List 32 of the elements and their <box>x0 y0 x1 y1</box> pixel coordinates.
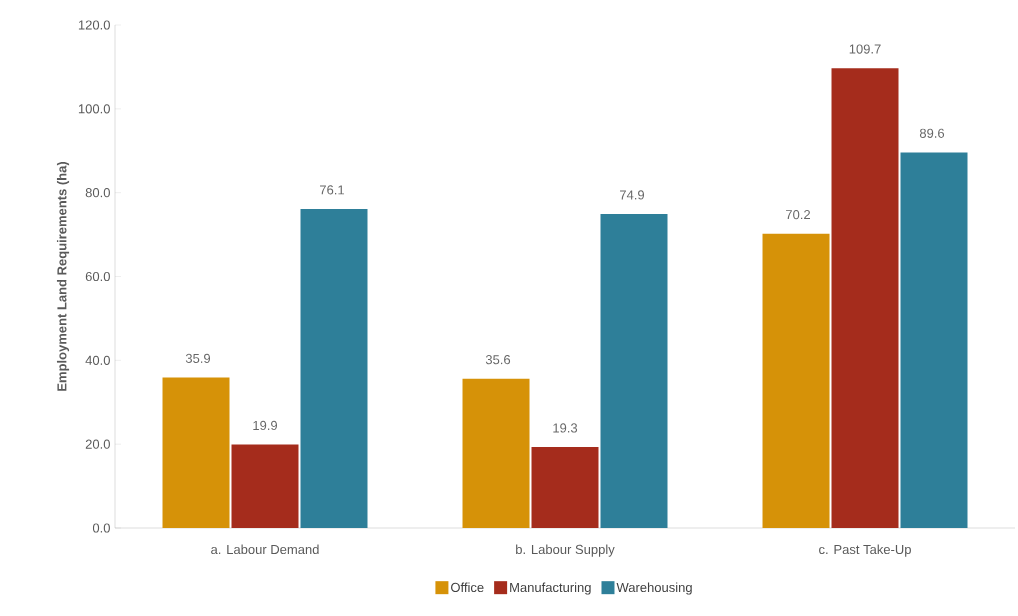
legend-label: Office <box>451 582 484 593</box>
bar <box>531 447 599 528</box>
data-label: 76.1 <box>320 185 345 195</box>
y-tick-label: 120.0 <box>78 20 110 30</box>
y-axis-title: Employment Land Requirements (ha) <box>56 161 70 391</box>
y-tick-label: 60.0 <box>85 271 110 282</box>
bar <box>300 209 368 528</box>
data-label: 109.7 <box>849 44 881 54</box>
bar <box>600 214 668 528</box>
bar <box>762 233 830 528</box>
bar <box>462 378 530 528</box>
data-label: 74.9 <box>620 190 645 200</box>
y-tick-label: 0.0 <box>92 523 110 533</box>
data-label: 35.9 <box>185 353 211 363</box>
y-tick-label: 100.0 <box>78 104 110 114</box>
data-label: 35.6 <box>485 355 511 365</box>
bar <box>231 444 299 528</box>
data-label: 19.3 <box>553 423 578 433</box>
bar <box>831 68 899 528</box>
x-tick-label: c. Past Take-Up <box>819 544 911 557</box>
legend-label: Manufacturing <box>510 582 591 595</box>
legend-label: Warehousing <box>616 582 692 595</box>
y-tick-label: 40.0 <box>85 355 110 365</box>
x-tick-label: a. Labour Demand <box>211 544 319 555</box>
bar <box>900 152 968 528</box>
data-label: 70.2 <box>786 210 811 220</box>
bar <box>162 377 230 528</box>
y-tick-label: 80.0 <box>85 188 110 198</box>
y-tick-label: 20.0 <box>85 439 110 449</box>
data-label: 19.9 <box>253 420 278 431</box>
data-label: 89.6 <box>919 128 945 138</box>
x-tick-label: b. Labour Supply <box>516 544 615 557</box>
